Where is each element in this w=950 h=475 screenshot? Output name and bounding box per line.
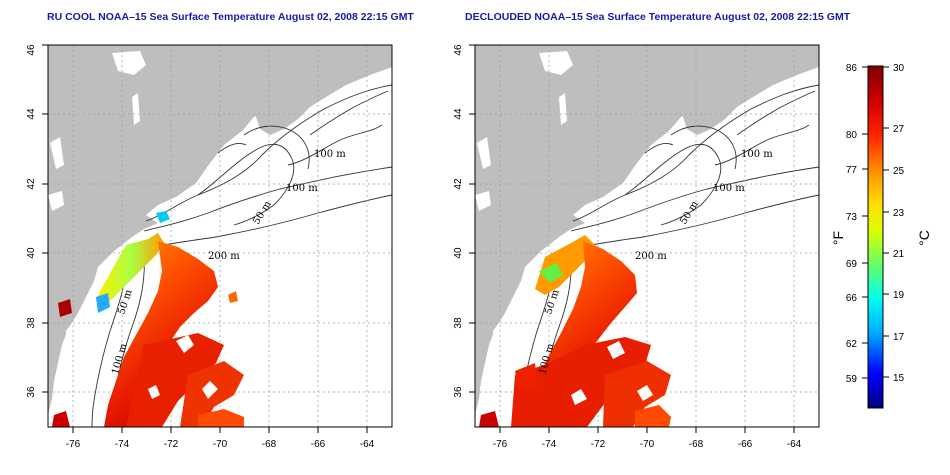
left-ytick-label: 46 — [26, 44, 37, 56]
right-ytick-label: 36 — [453, 386, 464, 398]
right-sst-swath — [479, 235, 671, 427]
fahrenheit-tick-label: 66 — [846, 293, 858, 304]
celsius-tick-label: 25 — [893, 166, 905, 177]
fahrenheit-tick-label: 62 — [846, 339, 858, 350]
left-ytick-label: 40 — [26, 247, 37, 259]
right-map-panel: 100 m 100 m 50 m 200 m 50 m 100 m -76 -7… — [453, 44, 820, 450]
fahrenheit-tick-label: 86 — [846, 63, 858, 74]
fahrenheit-tick-label: 59 — [846, 374, 858, 385]
left-xtick-label: -72 — [164, 439, 179, 450]
right-contour-label-200m: 200 m — [635, 251, 667, 262]
celsius-tick-label: 15 — [893, 373, 905, 384]
left-xtick-label: -76 — [66, 439, 81, 450]
right-xtick-label: -72 — [591, 439, 606, 450]
right-xtick-label: -66 — [738, 439, 753, 450]
celsius-tick-label: 23 — [893, 208, 905, 219]
left-contour-label-100m-north: 100 m — [314, 149, 346, 160]
celsius-tick-label: 17 — [893, 332, 905, 343]
celsius-unit-label: °C — [916, 230, 932, 246]
left-map-panel: 100 m 100 m 50 m 200 m 50 m 100 m -76 -7… — [26, 44, 393, 450]
right-ytick-label: 46 — [453, 44, 464, 56]
right-ytick-label: 38 — [453, 317, 464, 329]
left-contour-label-200m: 200 m — [208, 251, 240, 262]
right-ytick-label: 40 — [453, 247, 464, 259]
left-xtick-label: -68 — [262, 439, 277, 450]
celsius-tick-label: 19 — [893, 290, 905, 301]
left-ytick-label: 36 — [26, 386, 37, 398]
celsius-tick-label: 27 — [893, 124, 905, 135]
fahrenheit-tick-label: 69 — [846, 259, 858, 270]
left-ytick-label: 42 — [26, 178, 37, 190]
right-xtick-label: -76 — [493, 439, 508, 450]
fahrenheit-unit-label: °F — [830, 231, 846, 245]
right-map-title: DECLOUDED NOAA–15 Sea Surface Temperatur… — [465, 11, 851, 23]
left-contour-label-100m-middle: 100 m — [286, 183, 318, 194]
left-ytick-label: 38 — [26, 317, 37, 329]
fahrenheit-tick-label: 77 — [846, 165, 858, 176]
colorbar: 86 80 77 73 69 66 62 59 30 27 25 23 21 1… — [830, 63, 932, 409]
fahrenheit-tick-label: 80 — [846, 130, 858, 141]
right-contour-label-100m-north: 100 m — [741, 149, 773, 160]
right-ytick-label: 42 — [453, 178, 464, 190]
left-map-title: RU COOL NOAA–15 Sea Surface Temperature … — [47, 11, 414, 23]
left-ytick-label: 44 — [26, 108, 37, 120]
right-contour-label-100m-middle: 100 m — [713, 183, 745, 194]
left-xtick-label: -70 — [213, 439, 228, 450]
right-ytick-label: 44 — [453, 108, 464, 120]
fahrenheit-tick-label: 73 — [846, 212, 858, 223]
left-xtick-label: -66 — [311, 439, 326, 450]
right-xtick-label: -68 — [689, 439, 704, 450]
celsius-tick-label: 30 — [893, 63, 905, 74]
left-sst-swath — [52, 211, 244, 427]
colorbar-gradient — [867, 65, 884, 409]
right-xtick-label: -74 — [542, 439, 557, 450]
left-xtick-label: -74 — [115, 439, 130, 450]
right-xtick-label: -70 — [640, 439, 655, 450]
right-xtick-label: -64 — [787, 439, 802, 450]
left-xtick-label: -64 — [360, 439, 375, 450]
celsius-tick-label: 21 — [893, 249, 905, 260]
